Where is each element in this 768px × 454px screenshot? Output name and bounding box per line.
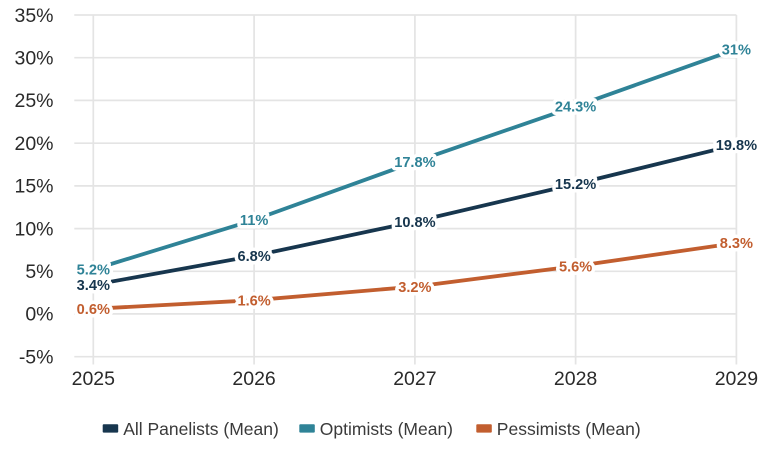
svg-text:25%: 25%: [14, 90, 53, 112]
svg-text:10.8%: 10.8%: [394, 215, 435, 231]
svg-text:Optimists (Mean): Optimists (Mean): [320, 419, 453, 439]
svg-text:35%: 35%: [14, 5, 53, 27]
svg-text:5.2%: 5.2%: [77, 263, 110, 279]
svg-text:2026: 2026: [232, 368, 275, 390]
svg-text:2029: 2029: [715, 368, 758, 390]
svg-text:2028: 2028: [554, 368, 597, 390]
svg-text:24.3%: 24.3%: [555, 100, 596, 116]
svg-text:31%: 31%: [722, 42, 751, 58]
svg-text:3.2%: 3.2%: [398, 280, 431, 296]
svg-text:2025: 2025: [72, 368, 116, 390]
svg-text:2027: 2027: [393, 368, 436, 390]
svg-text:5%: 5%: [25, 261, 53, 283]
svg-text:10%: 10%: [14, 218, 53, 240]
svg-text:8.3%: 8.3%: [720, 236, 753, 252]
svg-text:17.8%: 17.8%: [394, 155, 435, 171]
svg-text:All Panelists (Mean): All Panelists (Mean): [123, 419, 279, 439]
svg-text:5.6%: 5.6%: [559, 259, 592, 275]
svg-text:30%: 30%: [14, 48, 53, 70]
svg-text:20%: 20%: [14, 133, 53, 155]
svg-text:0%: 0%: [25, 304, 53, 326]
svg-text:15.2%: 15.2%: [555, 177, 596, 193]
svg-text:6.8%: 6.8%: [237, 249, 270, 265]
svg-text:11%: 11%: [240, 213, 268, 229]
svg-text:19.8%: 19.8%: [716, 138, 757, 154]
svg-text:Pessimists (Mean): Pessimists (Mean): [497, 419, 641, 439]
svg-text:3.4%: 3.4%: [77, 278, 110, 294]
svg-text:0.6%: 0.6%: [77, 302, 110, 318]
svg-text:1.6%: 1.6%: [237, 293, 270, 309]
svg-text:15%: 15%: [14, 176, 53, 198]
svg-text:-5%: -5%: [19, 347, 54, 369]
